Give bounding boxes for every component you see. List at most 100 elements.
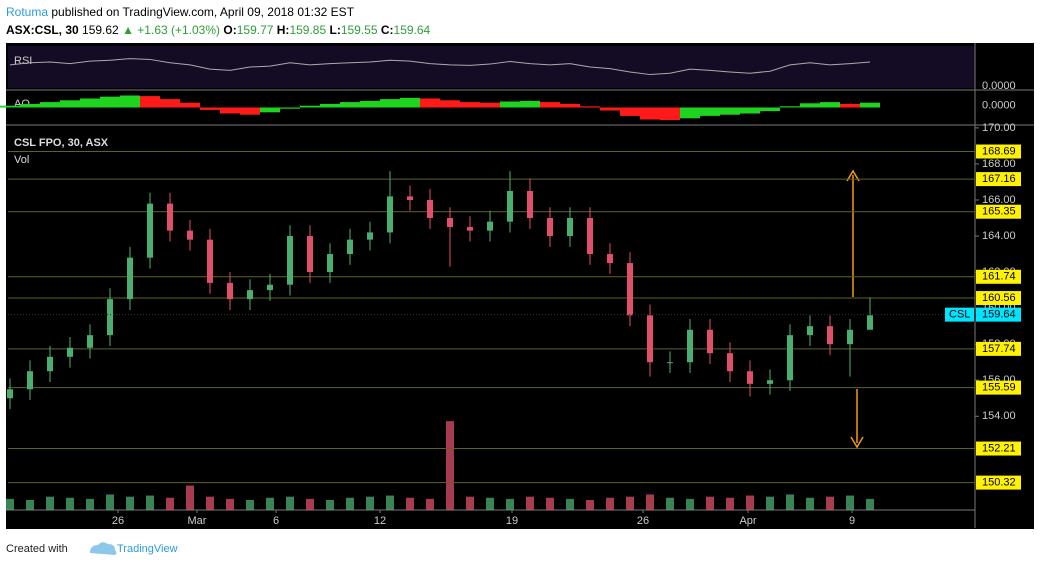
volume-bar [386,495,394,510]
level-tag [976,144,1021,159]
volume-bar [46,496,54,510]
arrow-head [846,169,860,182]
x-tick-label: 6 [273,515,279,527]
candle-body [667,362,673,364]
level-tag [976,291,1021,306]
volume-bar [846,495,854,510]
y-tick-label: 166.00 [982,194,1016,206]
candle-body [767,380,773,384]
ao-bar [780,106,800,108]
level-label: 150.32 [982,477,1016,489]
ao-bar [320,103,340,108]
candle-body [367,232,373,240]
ao-bar [20,103,40,108]
y-tick-label: 168.00 [982,158,1016,170]
ao-bar [260,107,280,113]
candle-body [447,218,453,228]
level-label: 155.59 [982,382,1016,394]
ao-bar [40,102,60,108]
symbol-tag [945,307,974,322]
ao-bar [220,107,240,114]
candle-body [387,196,393,233]
ao-bar [560,103,580,108]
volume-bar [246,500,254,510]
chart-title: CSL FPO, 30, ASX [14,137,109,149]
ao-bar [300,105,320,108]
level-tag [976,204,1021,219]
level-label: 168.69 [982,145,1016,157]
candle-body [287,236,293,285]
footer-brand[interactable]: TradingView [117,543,178,555]
volume-bar [186,485,194,510]
ao-bar [740,107,760,114]
volume-bar [626,496,634,510]
candle-body [227,282,233,300]
y-tick-label: 164.00 [982,230,1016,242]
level-tag [976,441,1021,456]
rsi-tick-label: 0.0000 [982,80,1016,92]
close: 159.64 [393,23,431,37]
candle-body [707,329,713,354]
ao-bar [580,106,600,108]
candle-body [347,239,353,255]
volume-bar [26,500,34,510]
x-tick-label: Mar [188,515,207,527]
candle-body [487,221,493,231]
volume-bar [86,498,94,510]
open: 159.77 [236,23,274,37]
ao-bar [540,102,560,108]
volume-bar [866,498,874,510]
x-tick-label: 9 [849,515,855,527]
ao-bar [400,97,420,108]
candle-body [827,326,833,345]
c: C: [380,23,394,37]
arrow-head [850,436,864,449]
ao-bar [240,107,260,115]
footer-created: Created with [6,543,68,555]
candle-body [427,199,433,219]
tv-logo[interactable] [90,542,117,555]
volume-bar [826,496,834,510]
volume-bar [806,497,814,510]
volume-bar [786,494,794,510]
ao-bar [680,107,700,119]
volume-bar [486,497,494,510]
ao-bar [160,99,180,108]
candle-body [47,356,53,372]
candle-body [267,284,273,291]
volume-bar [146,495,154,510]
volume-bar [206,496,214,510]
candle-body [7,389,13,399]
candle-body [147,203,153,258]
level-label: 152.21 [982,442,1016,454]
candle-body [407,196,413,200]
volume-bar [506,498,514,510]
author[interactable]: Rotuma [6,5,49,19]
volume-bar [546,497,554,510]
ao-bar [200,107,220,110]
rsi-label: RSI [14,55,32,67]
ao-bar [460,102,480,108]
candle-body [627,263,633,316]
volume-bar [446,421,454,510]
price-label: 159.64 [982,309,1016,321]
ao-bar [480,102,500,108]
volume-bar [6,498,14,510]
volume-bar [166,497,174,510]
volume-bar [226,498,234,510]
quote-line: ASX:CSL, 30 159.62 ▲ +1.63 (+1.03%) O:15… [6,23,430,37]
volume-bar [526,496,534,510]
published: published on TradingView.com, April 09, … [51,5,355,19]
ao-bar [80,98,100,108]
volume-bar [466,496,474,510]
candle-body [27,371,33,390]
volume-bar [566,498,574,510]
ao-bar [440,100,460,108]
volume-bar [666,497,674,510]
candle-body [647,315,653,363]
volume-bar [746,495,754,510]
ao-bar [100,96,120,108]
candle-body [67,347,73,357]
candle-body [327,254,333,273]
